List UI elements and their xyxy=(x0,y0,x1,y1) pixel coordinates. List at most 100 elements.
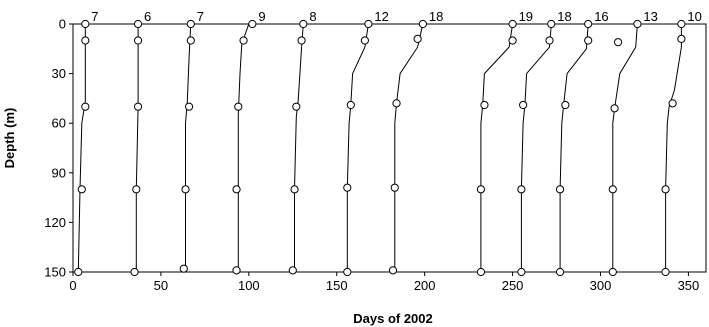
profile-label: 19 xyxy=(519,9,533,24)
x-tick-label: 50 xyxy=(154,278,168,293)
x-tick-label: 150 xyxy=(326,278,348,293)
profile-line xyxy=(185,23,192,269)
profile: 13 xyxy=(608,9,658,277)
data-point xyxy=(508,19,517,29)
data-point xyxy=(661,185,670,194)
profile: 18 xyxy=(388,9,443,275)
data-point xyxy=(248,19,257,29)
x-tick-label: 250 xyxy=(502,278,524,293)
data-point xyxy=(555,185,565,194)
data-point xyxy=(390,183,399,192)
x-tick-label: 200 xyxy=(414,278,436,293)
data-point xyxy=(517,267,526,277)
data-point xyxy=(413,34,422,43)
data-point xyxy=(133,19,143,29)
data-point xyxy=(81,102,90,111)
data-point xyxy=(81,19,90,29)
data-point xyxy=(476,185,486,194)
profiles-layer: 7 6 7 9 8 12 18 19 18 16 13 10 xyxy=(74,9,702,277)
data-point xyxy=(661,267,670,277)
data-point xyxy=(388,266,398,275)
profile-line xyxy=(665,24,682,272)
y-tick-label: 90 xyxy=(52,165,66,180)
data-point xyxy=(360,36,369,45)
data-point xyxy=(232,185,241,194)
data-point xyxy=(133,36,143,45)
profile-label: 7 xyxy=(197,9,204,24)
data-point xyxy=(610,104,619,113)
x-tick-label: 100 xyxy=(238,278,260,293)
profile: 8 xyxy=(288,9,317,275)
profile: 19 xyxy=(476,9,533,277)
profile-line xyxy=(612,23,638,272)
profile-label: 18 xyxy=(557,9,571,24)
data-point xyxy=(290,185,299,194)
data-point xyxy=(633,19,642,29)
data-point xyxy=(584,19,593,29)
profile-line xyxy=(346,23,369,272)
data-point xyxy=(476,267,486,277)
data-point xyxy=(299,19,308,29)
data-point xyxy=(584,36,593,45)
y-tick-label: 30 xyxy=(52,66,66,81)
profile-label: 10 xyxy=(687,9,701,24)
data-point xyxy=(288,266,297,275)
y-tick-label: 60 xyxy=(52,116,66,131)
profile-line xyxy=(559,23,589,272)
profile-label: 12 xyxy=(374,9,388,24)
data-point xyxy=(561,100,570,110)
x-axis: 0 50 100 150 200 250 300 350 xyxy=(69,272,699,293)
data-point xyxy=(480,100,489,110)
data-point xyxy=(232,266,241,275)
data-point xyxy=(608,185,617,194)
y-tick-label: 150 xyxy=(44,265,66,280)
data-point xyxy=(77,185,86,194)
profile-line xyxy=(294,23,304,271)
x-axis-title: Days of 2002 xyxy=(353,311,433,326)
data-point xyxy=(677,34,686,43)
data-point xyxy=(239,36,248,45)
data-point xyxy=(343,267,352,277)
profile-label: 18 xyxy=(429,9,443,24)
plot-border xyxy=(72,23,707,273)
profile-line xyxy=(480,23,514,272)
data-point xyxy=(545,36,554,45)
data-point xyxy=(181,185,190,194)
y-axis-title: Depth (m) xyxy=(2,108,17,169)
data-point xyxy=(547,19,556,29)
data-point xyxy=(132,185,141,194)
data-point xyxy=(81,36,90,45)
data-point xyxy=(234,102,243,111)
profile-line xyxy=(520,23,552,272)
data-point xyxy=(392,99,401,108)
profile: 16 xyxy=(555,9,609,277)
profile: 18 xyxy=(517,9,572,277)
profile-line xyxy=(77,24,86,273)
profile-label: 6 xyxy=(144,9,151,24)
profile-line xyxy=(135,24,139,272)
y-tick-label: 0 xyxy=(59,17,66,32)
data-point xyxy=(418,19,428,29)
profile-line xyxy=(237,23,250,271)
y-axis: 0 30 60 90 120 150 xyxy=(44,17,73,280)
data-point xyxy=(179,264,188,273)
profile-label: 8 xyxy=(309,9,316,24)
data-point xyxy=(133,102,143,111)
data-point xyxy=(292,102,301,111)
x-tick-label: 300 xyxy=(590,278,612,293)
profile: 9 xyxy=(232,9,266,275)
data-point xyxy=(343,183,352,192)
data-point xyxy=(517,185,526,194)
profile-line xyxy=(394,23,424,271)
data-point xyxy=(297,36,306,45)
profile-label: 7 xyxy=(91,9,98,24)
data-point xyxy=(668,99,677,108)
data-point xyxy=(346,100,355,110)
profile-label: 16 xyxy=(594,9,608,24)
data-point xyxy=(677,19,686,29)
profile: 7 xyxy=(74,9,99,277)
data-point xyxy=(519,100,528,110)
x-tick-label: 350 xyxy=(678,278,700,293)
data-point xyxy=(130,267,139,277)
